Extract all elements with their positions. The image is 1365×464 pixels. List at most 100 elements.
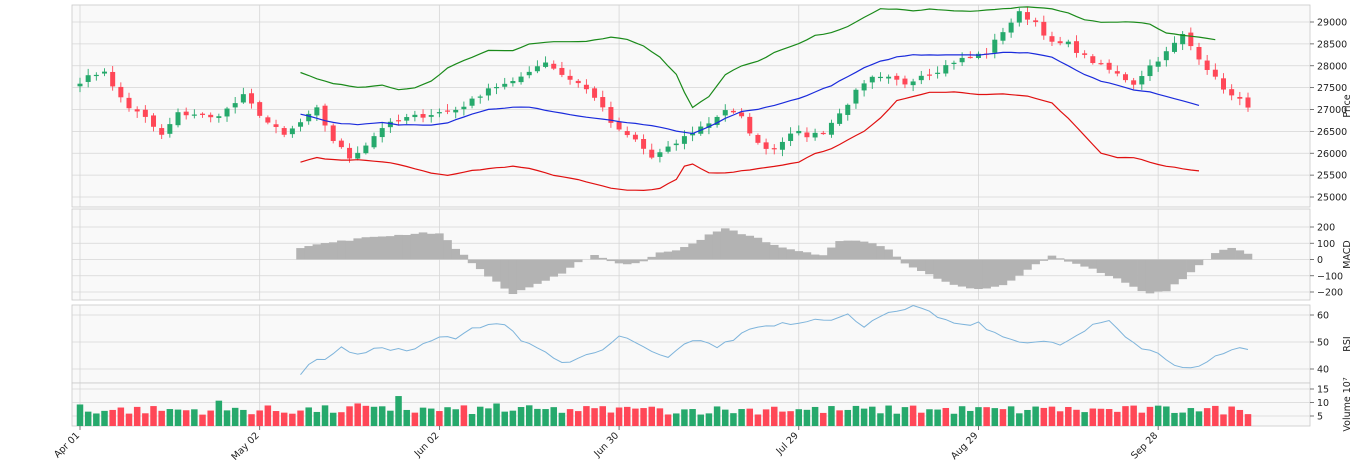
volume-bar	[640, 408, 647, 426]
candle-body	[249, 93, 255, 104]
volume-bar	[909, 405, 917, 426]
macd-histogram-bar	[467, 259, 477, 264]
macd-histogram-bar	[1006, 259, 1016, 281]
volume-bar	[403, 409, 410, 426]
macd-histogram-bar	[369, 236, 379, 260]
candle-body	[681, 136, 687, 144]
macd-histogram-bar	[769, 244, 779, 260]
candle-body	[796, 130, 802, 134]
macd-histogram-bar	[533, 259, 542, 284]
volume-bar	[942, 407, 950, 426]
volume-bar	[558, 412, 566, 426]
candle-body	[771, 148, 777, 150]
candle-body	[788, 133, 794, 141]
candle-body	[1122, 74, 1128, 81]
candle-body	[1171, 42, 1177, 52]
volume-bar	[607, 412, 615, 426]
volume-bar	[689, 409, 696, 426]
macd-histogram-bar	[1178, 259, 1187, 280]
candle-body	[118, 86, 124, 98]
volume-bar	[1163, 406, 1170, 426]
volume-bar	[346, 406, 353, 426]
macd-histogram-bar	[484, 259, 493, 277]
volume-bar	[893, 413, 901, 426]
volume-bar	[93, 413, 100, 426]
macd-histogram-bar	[917, 259, 926, 271]
y-tick-label: 0	[1317, 255, 1323, 266]
volume-bar	[730, 413, 737, 426]
candle-body	[804, 132, 810, 138]
volume-bar	[117, 407, 125, 426]
candle-body	[404, 117, 410, 121]
macd-histogram-bar	[598, 257, 608, 260]
candle-body	[1147, 65, 1153, 77]
volume-bar	[648, 406, 655, 426]
macd-histogram-bar	[606, 259, 616, 262]
macd-histogram-bar	[851, 240, 861, 260]
volume-bar	[182, 410, 190, 426]
candle-body	[387, 121, 393, 128]
volume-bar	[378, 406, 386, 426]
candle-body	[518, 76, 524, 83]
volume-bar	[297, 410, 304, 426]
macd-histogram-bar	[1186, 259, 1196, 273]
volume-bar	[534, 408, 541, 426]
macd-histogram-bar	[802, 252, 812, 260]
macd-histogram-bar	[671, 250, 681, 260]
macd-histogram-bar	[663, 251, 673, 260]
volume-bar	[166, 409, 174, 426]
macd-histogram-bar	[1104, 259, 1114, 276]
macd-histogram-bar	[573, 259, 583, 263]
candle-body	[1245, 97, 1251, 108]
y-tick-label: 26000	[1317, 149, 1347, 160]
candle-body	[216, 116, 222, 118]
candle-body	[445, 110, 451, 112]
macd-histogram-bar	[1211, 253, 1220, 260]
y-tick-label: 15	[1317, 385, 1329, 396]
volume-bar	[174, 409, 182, 426]
macd-histogram-bar	[418, 232, 428, 260]
y-tick-label: 28000	[1317, 61, 1347, 72]
macd-histogram-bar	[1219, 249, 1228, 260]
volume-bar	[313, 411, 321, 426]
macd-histogram-bar	[680, 247, 689, 260]
volume-bar	[280, 412, 288, 426]
volume-bar	[264, 405, 272, 426]
candle-body	[657, 152, 663, 157]
volume-bar	[158, 410, 165, 426]
candle-body	[894, 75, 900, 80]
candle-body	[967, 56, 973, 59]
volume-bar	[240, 409, 247, 426]
macd-histogram-bar	[1023, 259, 1032, 270]
macd-histogram-bar	[590, 255, 599, 260]
macd-histogram-bar	[737, 234, 746, 260]
panel-rsi-background	[71, 304, 1311, 384]
candle-body	[706, 123, 712, 128]
candle-body	[1139, 76, 1145, 85]
macd-histogram-bar	[867, 243, 877, 260]
candle-body	[273, 124, 279, 127]
candle-body	[379, 128, 385, 138]
candle-body	[755, 134, 761, 143]
candle-body	[1000, 32, 1006, 41]
y-tick-label: 40	[1317, 365, 1329, 376]
candle-body	[85, 75, 91, 82]
volume-bar	[673, 413, 680, 426]
macd-histogram-bar	[794, 251, 804, 260]
candle-body	[502, 83, 508, 87]
candle-body	[1033, 20, 1039, 23]
bollinger-middle-line	[300, 51, 1200, 135]
volume-bar	[493, 403, 500, 426]
volume-bar	[869, 406, 876, 426]
candle-body	[1163, 51, 1169, 61]
candle-body	[322, 105, 328, 126]
macd-histogram-bar	[810, 254, 820, 260]
candle-body	[951, 62, 957, 64]
volume-bar	[836, 410, 843, 426]
volume-bar	[1048, 406, 1056, 426]
candle-body	[959, 57, 965, 63]
volume-bar	[125, 413, 133, 426]
candle-body	[1204, 60, 1210, 70]
volume-bar	[934, 409, 941, 426]
macd-histogram-bar	[982, 259, 991, 289]
